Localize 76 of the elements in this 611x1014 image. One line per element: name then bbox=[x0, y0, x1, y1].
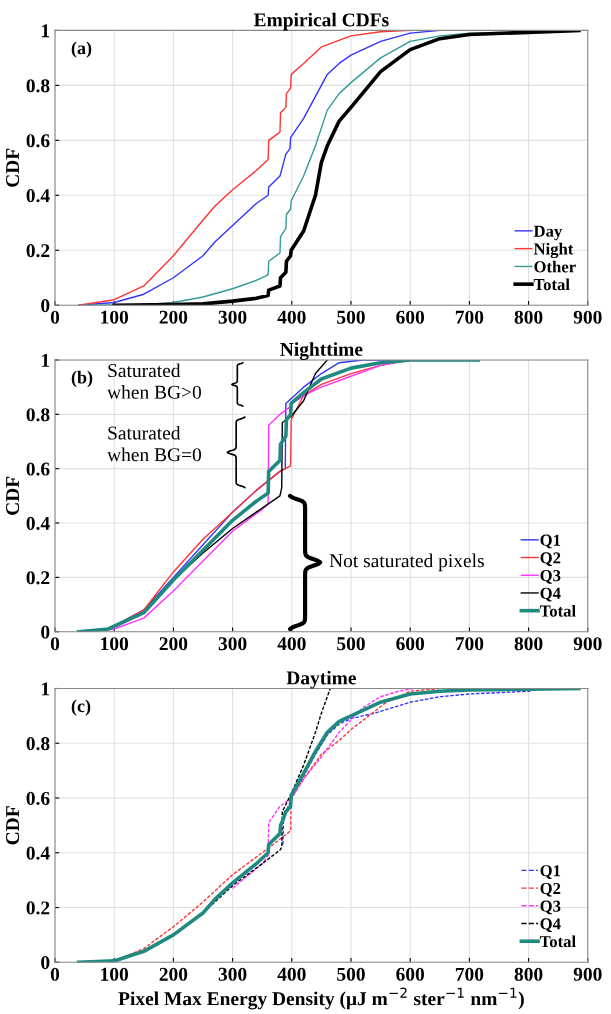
x-tick-label: 500 bbox=[337, 310, 365, 324]
legend-label: Q4 bbox=[540, 587, 561, 602]
x-tick-label: 300 bbox=[218, 637, 247, 651]
annotation: (b) bbox=[71, 370, 93, 388]
x-tick-label: 200 bbox=[159, 637, 188, 651]
x-tick-label: 0 bbox=[50, 967, 60, 981]
y-tick-label: 1 bbox=[41, 353, 50, 367]
x-axis-title: Pixel Max Energy Density (μJ m$^{−2}$ ster$^{−1}$ nm$^{−1}$) bbox=[118, 987, 524, 1010]
legend-label: Q4 bbox=[540, 918, 561, 933]
x-tick-label: 900 bbox=[573, 637, 602, 651]
y-tick-label: 0.2 bbox=[26, 901, 50, 915]
x-tick-label: 600 bbox=[396, 637, 425, 651]
y-tick-label: 0.4 bbox=[26, 846, 50, 860]
legend-label: Night bbox=[533, 242, 574, 259]
y-tick-label: 0.8 bbox=[26, 408, 50, 422]
legend-label: Q2 bbox=[540, 552, 561, 567]
x-tick-label: 700 bbox=[455, 310, 484, 324]
annotation: Saturated when BG=0 bbox=[107, 425, 202, 462]
y-tick-label: 0.6 bbox=[26, 462, 50, 476]
y-tick-label: 0 bbox=[41, 956, 50, 970]
chart-title: Nighttime bbox=[280, 342, 363, 360]
y-axis-title: CDF bbox=[6, 476, 20, 515]
legend-label: Q3 bbox=[540, 900, 561, 915]
y-tick-label: 0.2 bbox=[26, 571, 50, 585]
y-tick-label: 0.4 bbox=[26, 516, 50, 531]
x-tick-label: 0 bbox=[50, 310, 60, 324]
x-tick-label: 200 bbox=[159, 967, 188, 981]
y-tick-label: 0.6 bbox=[26, 134, 50, 148]
x-tick-label: 400 bbox=[277, 310, 306, 324]
annotation: Saturated when BG>0 bbox=[107, 363, 202, 399]
annotation: (a) bbox=[71, 41, 92, 58]
x-tick-label: 400 bbox=[277, 637, 306, 651]
x-tick-label: 900 bbox=[573, 967, 602, 981]
y-axis-title: CDF bbox=[6, 148, 20, 187]
y-axis-title: CDF bbox=[6, 806, 20, 845]
legend-label: Total bbox=[533, 278, 570, 291]
x-tick-label: 100 bbox=[101, 967, 129, 981]
x-tick-label: 100 bbox=[101, 637, 129, 651]
y-tick-label: 0.4 bbox=[26, 189, 50, 203]
x-tick-label: 900 bbox=[573, 310, 602, 324]
x-tick-label: 700 bbox=[455, 637, 484, 651]
y-tick-label: 0.6 bbox=[26, 791, 50, 806]
y-tick-label: 0.8 bbox=[26, 737, 50, 751]
annotation: (c) bbox=[71, 699, 91, 716]
line-series bbox=[231, 688, 414, 890]
x-tick-label: 700 bbox=[455, 967, 484, 981]
legend-label: Other bbox=[534, 260, 576, 273]
y-tick-label: 0.2 bbox=[26, 244, 50, 258]
legend-label: Day bbox=[533, 225, 563, 241]
y-tick-label: 1 bbox=[41, 682, 50, 696]
chart-title: Daytime bbox=[286, 670, 356, 689]
y-tick-label: 0.8 bbox=[26, 79, 50, 93]
x-tick-label: 500 bbox=[337, 967, 365, 981]
y-tick-label: 1 bbox=[41, 24, 50, 38]
annotation: Not saturated pixels bbox=[329, 553, 484, 572]
x-tick-label: 200 bbox=[159, 310, 188, 324]
x-tick-label: 300 bbox=[218, 967, 247, 981]
legend-label: Total bbox=[539, 604, 576, 617]
y-tick-label: 0 bbox=[41, 625, 50, 639]
x-tick-label: 500 bbox=[337, 637, 365, 651]
legend-label: Q1 bbox=[540, 865, 561, 879]
x-tick-label: 400 bbox=[277, 967, 306, 981]
y-tick-label: 0 bbox=[41, 299, 50, 313]
x-tick-label: 600 bbox=[396, 967, 425, 981]
legend-label: Q2 bbox=[540, 882, 561, 897]
legend-label: Q1 bbox=[540, 534, 561, 549]
x-tick-label: 800 bbox=[514, 967, 543, 981]
x-tick-label: 600 bbox=[396, 310, 425, 324]
x-tick-label: 300 bbox=[218, 310, 247, 324]
x-tick-label: 800 bbox=[514, 310, 543, 324]
chart-title: Empirical CDFs bbox=[253, 12, 389, 31]
legend-label: Total bbox=[539, 935, 576, 948]
x-tick-label: 800 bbox=[514, 637, 543, 651]
x-tick-label: 0 bbox=[50, 637, 60, 651]
legend-label: Q3 bbox=[540, 570, 561, 584]
x-tick-label: 100 bbox=[101, 310, 129, 324]
